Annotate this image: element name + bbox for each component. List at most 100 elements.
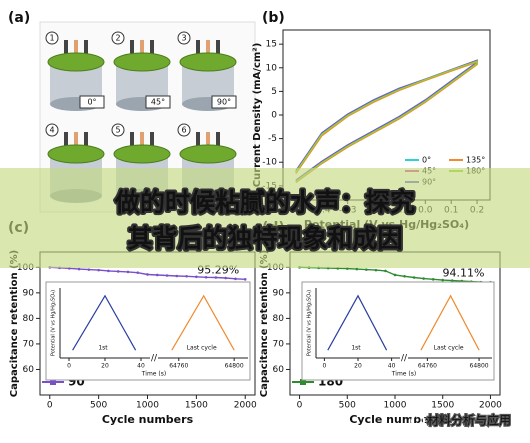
annotation: 94.11% (443, 266, 485, 279)
x-tick-label: 2000 (234, 401, 257, 411)
inset-frame (45, 281, 251, 381)
data-point (175, 274, 179, 278)
cell-lid (47, 52, 105, 72)
electrode (196, 40, 200, 58)
x-tick-label: 2000 (479, 401, 502, 411)
data-point (185, 274, 188, 278)
electrode (150, 40, 154, 58)
inset-line (327, 294, 388, 351)
y-axis-label: Capacitance retention (%) (259, 250, 270, 397)
electrode (74, 132, 78, 150)
electrode (64, 40, 68, 58)
cell-lid (179, 52, 237, 72)
legend-label: 0° (422, 156, 431, 165)
device-number: 1 (49, 34, 54, 43)
y-tick-label: 15 (266, 40, 277, 50)
data-point (393, 273, 397, 277)
data-point (136, 271, 140, 274)
x-tick-label: 1500 (185, 401, 208, 411)
banner-text: 做的时候粘腻的水声：探究 (114, 188, 415, 217)
number-badge (111, 123, 125, 137)
number-badge (111, 31, 125, 45)
inset-x-tick-label: 0 (322, 363, 326, 370)
number-badge (45, 31, 59, 45)
y-axis-label: Current Density (mA/cm²) (252, 43, 263, 188)
inset-x-tick-label: 20 (354, 363, 362, 370)
data-point (77, 267, 81, 271)
watermark: 材料分析与应用 (427, 413, 511, 428)
axis-break: // (401, 354, 408, 364)
data-point (195, 275, 198, 279)
axis-break: // (151, 354, 158, 364)
electrode (206, 132, 210, 150)
device-number: 4 (49, 126, 54, 135)
x-tick-label: 500 (339, 401, 356, 411)
device-number: 2 (115, 34, 120, 43)
x-tick-label: 0 (47, 401, 53, 411)
cell-lid (47, 144, 105, 164)
number-badge (45, 123, 59, 137)
angle-label: 90° (217, 98, 231, 107)
y-tick-label: 60 (273, 365, 285, 375)
data-point (234, 277, 237, 281)
data-point (146, 273, 149, 276)
series-line (295, 60, 478, 183)
banner-text: 其背后的独特现象和成因 (127, 224, 402, 253)
inset-y-label: Potential (V vs Hg/Hg₂SO₄) (51, 290, 57, 356)
x-tick-label: 1000 (384, 401, 407, 411)
inset-line (420, 294, 480, 351)
y-tick-label: 70 (23, 339, 35, 349)
device-number: 6 (181, 126, 186, 135)
data-point (403, 274, 406, 278)
data-point (384, 269, 387, 273)
cell-lid (179, 144, 237, 164)
y-tick-label: 0 (271, 111, 277, 121)
data-point (204, 275, 208, 279)
inset-x-label: Time (s) (141, 371, 166, 378)
x-axis-label: Cycle numbers (349, 413, 441, 426)
angle-label: 0° (87, 98, 96, 107)
data-point (450, 279, 454, 282)
y-axis-label: Capacitance retention (%) (9, 250, 20, 397)
watermark-icon (411, 414, 425, 428)
y-tick-label: 90 (273, 288, 285, 298)
y-tick-label: -10 (262, 158, 277, 168)
y-tick-label: 10 (266, 63, 278, 73)
inset-line (171, 294, 235, 351)
data-point (374, 268, 378, 272)
data-point (165, 274, 169, 277)
inset-x-tick-label: 64800 (225, 363, 244, 370)
inset-x-tick-label: 40 (137, 363, 145, 370)
x-tick-label: 1500 (431, 401, 454, 411)
data-point (431, 278, 435, 281)
data-point (126, 270, 130, 274)
inset-frame (301, 281, 495, 381)
angle-label: 45° (151, 98, 165, 107)
panel-label: (b) (262, 10, 285, 26)
y-tick-label: -5 (268, 134, 277, 144)
inset-x-tick-label: 20 (101, 363, 109, 370)
x-tick-label: 0 (297, 401, 303, 411)
electrode (150, 132, 154, 150)
data-point (412, 276, 416, 279)
data-point (116, 270, 120, 273)
electrode (74, 40, 78, 58)
y-tick-label: 70 (273, 339, 285, 349)
inset-series-label: Last cycle (434, 345, 464, 352)
y-tick-label: 90 (23, 288, 35, 298)
y-tick-label: 5 (271, 87, 277, 97)
electrode (206, 40, 210, 58)
angle-box (79, 95, 105, 109)
data-point (422, 277, 425, 280)
inset-x-tick-label: 64800 (470, 363, 489, 370)
x-axis-label: Cycle numbers (102, 413, 194, 426)
x-tick-label: 1000 (136, 401, 159, 411)
device-number: 5 (115, 126, 120, 135)
number-badge (177, 123, 191, 137)
angle-box (145, 95, 171, 109)
x-tick-label: 500 (90, 401, 107, 411)
y-tick-label: 60 (23, 365, 35, 375)
inset-x-tick-label: 40 (388, 363, 396, 370)
electrode (130, 132, 134, 150)
